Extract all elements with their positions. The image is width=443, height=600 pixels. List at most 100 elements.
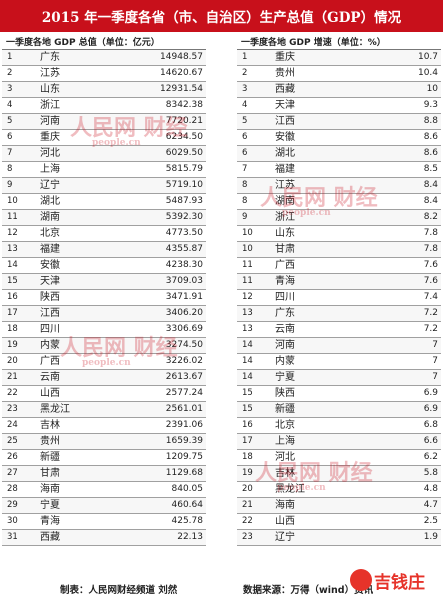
value-cell: 2613.67 — [116, 369, 206, 386]
value-cell: 22.13 — [116, 529, 206, 546]
rank-cell: 30 — [2, 513, 28, 530]
province-cell: 内蒙 — [28, 337, 116, 354]
rank-cell: 16 — [237, 417, 263, 434]
rank-cell: 9 — [237, 209, 263, 226]
table-row: 3 西藏 10 — [237, 81, 442, 98]
table-row: 10 湖北 5487.93 — [2, 193, 206, 210]
table-row: 22 山西 2577.24 — [2, 385, 206, 402]
table-row: 8 江苏 8.4 — [237, 177, 442, 194]
province-cell: 山东 — [28, 81, 116, 98]
province-cell: 贵州 — [28, 433, 116, 450]
province-cell: 云南 — [263, 321, 351, 338]
province-cell: 浙江 — [263, 209, 351, 226]
province-cell: 江苏 — [263, 177, 351, 194]
table-row: 5 河南 7720.21 — [2, 113, 206, 130]
value-cell: 4.8 — [351, 481, 442, 498]
value-cell: 5392.30 — [116, 209, 206, 226]
rank-cell: 27 — [2, 465, 28, 482]
province-cell: 广西 — [28, 353, 116, 370]
province-cell: 黑龙江 — [28, 401, 116, 418]
rank-cell: 12 — [2, 225, 28, 242]
province-cell: 广西 — [263, 257, 351, 274]
page-title: 2015 年一季度各省（市、自治区）生产总值（GDP）情况 — [0, 0, 443, 32]
rank-cell: 7 — [237, 161, 263, 178]
rank-cell: 17 — [237, 433, 263, 450]
table-row: 30 青海 425.78 — [2, 513, 206, 530]
table-row: 9 辽宁 5719.10 — [2, 177, 206, 194]
table-row: 3 山东 12931.54 — [2, 81, 206, 98]
rank-cell: 20 — [237, 481, 263, 498]
province-cell: 上海 — [28, 161, 116, 178]
table-row: 29 宁夏 460.64 — [2, 497, 206, 514]
rank-cell: 14 — [237, 337, 263, 354]
province-cell: 甘肃 — [263, 241, 351, 258]
gdp-growth-header: 一季度各地 GDP 增速（单位：%） — [237, 33, 442, 50]
table-row: 13 云南 7.2 — [237, 321, 442, 338]
rank-cell: 14 — [237, 353, 263, 370]
rank-cell: 25 — [2, 433, 28, 450]
province-cell: 浙江 — [28, 97, 116, 114]
rank-cell: 6 — [237, 129, 263, 146]
province-cell: 江西 — [28, 305, 116, 322]
value-cell: 1659.39 — [116, 433, 206, 450]
province-cell: 广东 — [263, 305, 351, 322]
table-row: 22 山西 2.5 — [237, 513, 442, 530]
table-row: 15 天津 3709.03 — [2, 273, 206, 290]
rank-cell: 14 — [2, 257, 28, 274]
value-cell: 4355.87 — [116, 241, 206, 258]
table-row: 14 宁夏 7 — [237, 369, 442, 386]
province-cell: 上海 — [263, 433, 351, 450]
gdp-total-header: 一季度各地 GDP 总值（单位：亿元） — [2, 33, 206, 50]
rank-cell: 11 — [237, 257, 263, 274]
value-cell: 460.64 — [116, 497, 206, 514]
value-cell: 6.9 — [351, 385, 442, 402]
table-row: 23 黑龙江 2561.01 — [2, 401, 206, 418]
gdp-total-body: 1 广东 14948.57 2 江苏 14620.67 3 山东 12931.54 4 浙江 8342… — [2, 49, 206, 546]
province-cell: 安徽 — [28, 257, 116, 274]
province-cell: 江苏 — [28, 65, 116, 82]
rank-cell: 14 — [237, 369, 263, 386]
rank-cell: 10 — [237, 241, 263, 258]
gdp-growth-table: 一季度各地 GDP 增速（单位：%） 1 重庆 10.7 2 贵州 10.4 3 西藏 10 4 天… — [237, 33, 442, 546]
rank-cell: 8 — [237, 177, 263, 194]
value-cell: 1129.68 — [116, 465, 206, 482]
province-cell: 贵州 — [263, 65, 351, 82]
province-cell: 河北 — [263, 449, 351, 466]
rank-cell: 12 — [237, 289, 263, 306]
gdp-growth-body: 1 重庆 10.7 2 贵州 10.4 3 西藏 10 4 天津 9.3 5 江西 8.8 6 安徽 8.6 6 湖北… — [237, 49, 442, 546]
value-cell: 5.8 — [351, 465, 442, 482]
table-row: 11 广西 7.6 — [237, 257, 442, 274]
rank-cell: 28 — [2, 481, 28, 498]
value-cell: 7.6 — [351, 257, 442, 274]
table-row: 20 黑龙江 4.8 — [237, 481, 442, 498]
value-cell: 2.5 — [351, 513, 442, 530]
rank-cell: 5 — [237, 113, 263, 130]
table-row: 16 北京 6.8 — [237, 417, 442, 434]
rank-cell: 22 — [237, 513, 263, 530]
rank-cell: 7 — [2, 145, 28, 162]
rank-cell: 26 — [2, 449, 28, 466]
table-row: 7 福建 8.5 — [237, 161, 442, 178]
table-row: 6 重庆 6234.50 — [2, 129, 206, 146]
table-row: 11 湖南 5392.30 — [2, 209, 206, 226]
rank-cell: 13 — [237, 305, 263, 322]
rank-cell: 2 — [2, 65, 28, 82]
value-cell: 1.9 — [351, 529, 442, 546]
value-cell: 4.7 — [351, 497, 442, 514]
table-row: 8 湖南 8.4 — [237, 193, 442, 210]
province-cell: 四川 — [263, 289, 351, 306]
table-row: 10 山东 7.8 — [237, 225, 442, 242]
rank-cell: 23 — [2, 401, 28, 418]
province-cell: 陕西 — [263, 385, 351, 402]
province-cell: 安徽 — [263, 129, 351, 146]
table-row: 12 北京 4773.50 — [2, 225, 206, 242]
rank-cell: 1 — [2, 49, 28, 66]
value-cell: 12931.54 — [116, 81, 206, 98]
table-row: 13 广东 7.2 — [237, 305, 442, 322]
table-row: 18 四川 3306.69 — [2, 321, 206, 338]
value-cell: 7.2 — [351, 321, 442, 338]
rank-cell: 21 — [2, 369, 28, 386]
province-cell: 宁夏 — [28, 497, 116, 514]
province-cell: 重庆 — [263, 49, 351, 66]
table-row: 14 河南 7 — [237, 337, 442, 354]
